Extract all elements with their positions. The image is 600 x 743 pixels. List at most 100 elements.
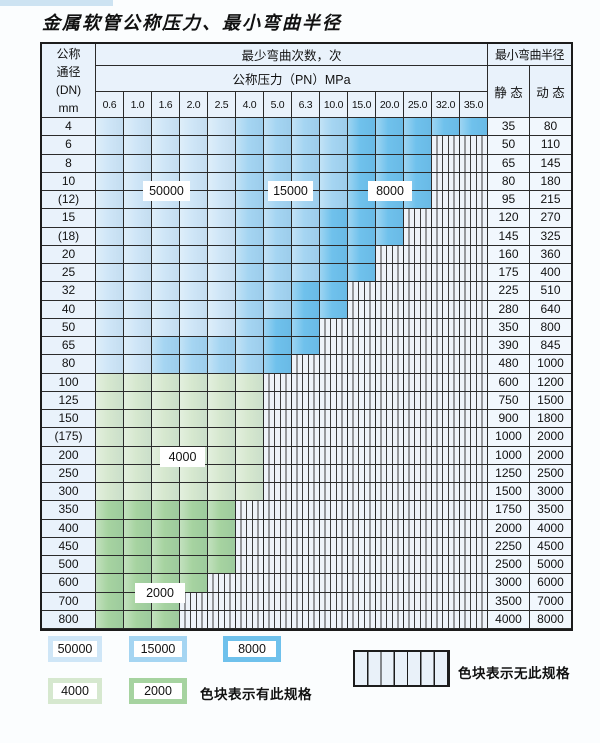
dn-cell: 15: [42, 209, 96, 227]
spec-cell: [432, 245, 460, 263]
spec-cell: [236, 610, 264, 628]
spec-cell: [404, 446, 432, 464]
spec-cell: [376, 355, 404, 373]
static-value-cell: 2000: [488, 519, 530, 537]
spec-cell: [208, 300, 236, 318]
spec-cell: [180, 264, 208, 282]
spec-cell: [320, 355, 348, 373]
dn-header-line: 通径: [56, 65, 81, 79]
spec-cell: [320, 446, 348, 464]
spec-cell: [96, 118, 124, 136]
dynamic-value-cell: 7000: [530, 592, 571, 610]
static-value-cell: 1250: [488, 464, 530, 482]
spec-cell: [292, 264, 320, 282]
spec-cell: [152, 501, 180, 519]
spec-cell: [292, 154, 320, 172]
spec-cell: [236, 355, 264, 373]
spec-cell: [460, 610, 488, 628]
spec-cell: [348, 537, 376, 555]
spec-cell: [96, 501, 124, 519]
spec-cell: [208, 318, 236, 336]
dn-cell: 20: [42, 245, 96, 263]
pressure-tick-cell: 0.6: [96, 92, 124, 118]
dynamic-value-cell: 2000: [530, 428, 571, 446]
table-row: 40 280 640: [42, 300, 571, 319]
legend-hatch-box: [353, 650, 450, 687]
spec-cell: [236, 264, 264, 282]
spec-cell: [152, 464, 180, 482]
spec-cell: [208, 154, 236, 172]
spec-cell: [404, 300, 432, 318]
spec-cell: [208, 136, 236, 154]
spec-cell: [264, 556, 292, 574]
spec-cell: [152, 373, 180, 391]
spec-cell: [236, 574, 264, 592]
spec-cell: [96, 446, 124, 464]
spec-cell: [320, 209, 348, 227]
spec-cell: [236, 172, 264, 190]
spec-cell: [124, 154, 152, 172]
spec-cell: [404, 391, 432, 409]
spec-cell: [96, 610, 124, 628]
spec-cell: [432, 519, 460, 537]
spec-cell: [152, 282, 180, 300]
spec-cell: [404, 501, 432, 519]
spec-cell: [124, 391, 152, 409]
spec-cell: [376, 519, 404, 537]
spec-cell: [124, 282, 152, 300]
spec-cell: [376, 282, 404, 300]
spec-cell: [152, 264, 180, 282]
spec-cell: [152, 318, 180, 336]
spec-cell: [180, 501, 208, 519]
spec-cell: [292, 501, 320, 519]
spec-cell: [236, 154, 264, 172]
spec-cell: [376, 464, 404, 482]
dynamic-value-cell: 2000: [530, 446, 571, 464]
spec-cell: [460, 446, 488, 464]
spec-cell: [460, 410, 488, 428]
spec-cell: [208, 227, 236, 245]
spec-cell: [320, 172, 348, 190]
dn-cell: 100: [42, 373, 96, 391]
spec-cell: [292, 227, 320, 245]
static-value-cell: 225: [488, 282, 530, 300]
spec-cell: [404, 410, 432, 428]
spec-cell: [180, 391, 208, 409]
spec-cell: [460, 501, 488, 519]
spec-cell: [432, 446, 460, 464]
spec-cell: [432, 592, 460, 610]
spec-cell: [124, 464, 152, 482]
spec-cell: [460, 300, 488, 318]
table-row: 50 350 800: [42, 318, 571, 337]
spec-cell: [320, 191, 348, 209]
spec-table: 公称 通径 (DN) mm 最少弯曲次数，次 最小弯曲半径 公称压力（PN）MP…: [40, 42, 573, 631]
legend-item-label: 8000: [238, 642, 266, 656]
pressure-tick-cell: 20.0: [376, 92, 404, 118]
spec-cell: [152, 410, 180, 428]
spec-cell: [96, 537, 124, 555]
spec-cell: [152, 483, 180, 501]
dn-cell: 400: [42, 519, 96, 537]
spec-cell: [460, 264, 488, 282]
spec-cell: [348, 519, 376, 537]
spec-cell: [236, 318, 264, 336]
spec-cell: [264, 592, 292, 610]
static-value-cell: 1500: [488, 483, 530, 501]
spec-cell: [180, 610, 208, 628]
spec-cell: [376, 483, 404, 501]
dn-cell: 4: [42, 118, 96, 136]
dynamic-value-cell: 510: [530, 282, 571, 300]
spec-cell: [180, 355, 208, 373]
spec-cell: [96, 556, 124, 574]
dn-header-line: mm: [58, 101, 79, 115]
spec-cell: [96, 300, 124, 318]
spec-cell: [152, 154, 180, 172]
pressure-tick-cell: 5.0: [264, 92, 292, 118]
spec-cell: [432, 355, 460, 373]
spec-cell: [264, 519, 292, 537]
spec-cell: [208, 373, 236, 391]
spec-cell: [180, 282, 208, 300]
spec-cell: [208, 556, 236, 574]
table-row: 4 35 80: [42, 118, 571, 137]
spec-cell: [180, 318, 208, 336]
